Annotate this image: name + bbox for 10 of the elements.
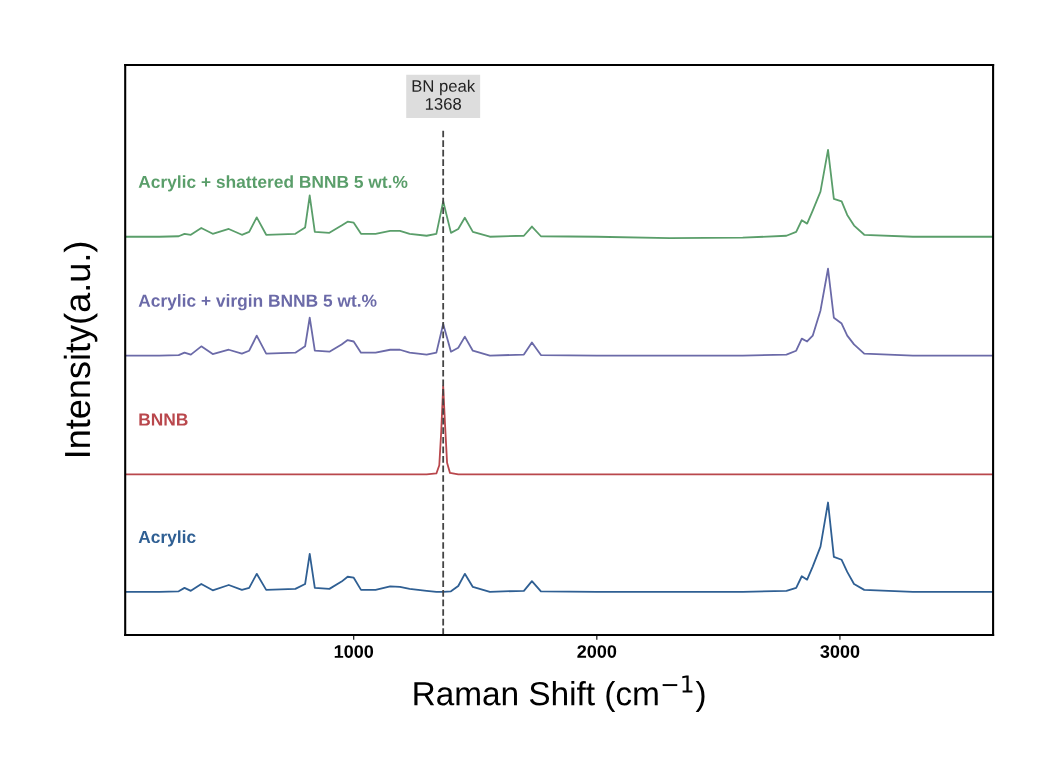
text: Acrylic [138, 530, 196, 547]
x-tick-label: 2000 [577, 645, 617, 658]
series-label: Acrylic + virgin BNNB 5 wt.% [138, 294, 377, 311]
ref-line-label: BN peak 1368 [412, 79, 476, 110]
x-axis-title: Raman Shift (cm$^{−1}$) [414, 675, 705, 713]
text: Acrylic + shattered BNNB 5 wt.% [138, 175, 408, 192]
y-axis-title: Intensity(a.u.) [63, 242, 98, 457]
text: BNNB [139, 413, 188, 426]
x-tick-label: 1000 [334, 645, 374, 658]
x-tick-label: 3000 [820, 645, 860, 658]
